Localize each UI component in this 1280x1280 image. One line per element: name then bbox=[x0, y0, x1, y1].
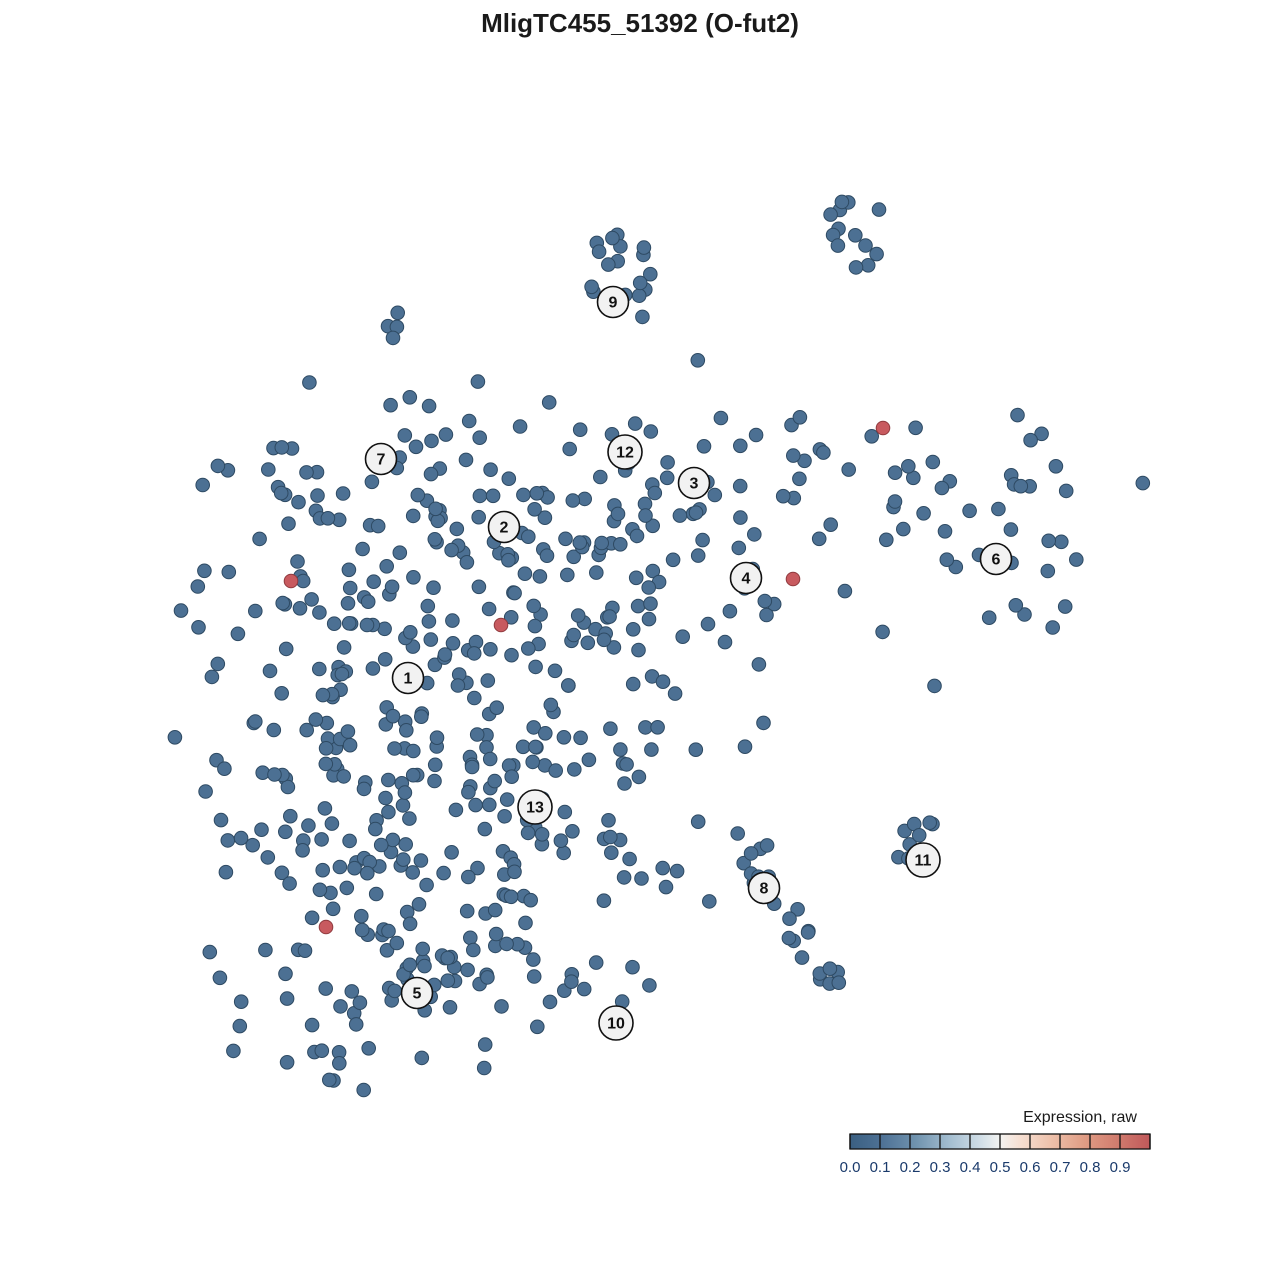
svg-text:9: 9 bbox=[609, 295, 618, 312]
svg-text:0.4: 0.4 bbox=[960, 1159, 981, 1176]
svg-text:7: 7 bbox=[377, 452, 386, 469]
svg-text:0.7: 0.7 bbox=[1050, 1159, 1071, 1176]
svg-text:5: 5 bbox=[413, 986, 422, 1003]
svg-text:0.5: 0.5 bbox=[990, 1159, 1011, 1176]
svg-text:3: 3 bbox=[690, 476, 699, 493]
svg-text:0.6: 0.6 bbox=[1020, 1159, 1041, 1176]
svg-text:4: 4 bbox=[742, 571, 751, 588]
svg-text:8: 8 bbox=[760, 881, 769, 898]
svg-text:Expression, raw: Expression, raw bbox=[1023, 1109, 1137, 1126]
svg-text:6: 6 bbox=[992, 552, 1001, 569]
svg-text:13: 13 bbox=[526, 800, 544, 817]
svg-text:0.8: 0.8 bbox=[1080, 1159, 1101, 1176]
svg-text:10: 10 bbox=[607, 1016, 625, 1033]
svg-text:0.1: 0.1 bbox=[870, 1159, 891, 1176]
svg-text:0.9: 0.9 bbox=[1110, 1159, 1131, 1176]
svg-text:1: 1 bbox=[404, 671, 413, 688]
svg-text:0.0: 0.0 bbox=[840, 1159, 861, 1176]
svg-text:0.3: 0.3 bbox=[930, 1159, 951, 1176]
svg-text:11: 11 bbox=[915, 853, 932, 870]
svg-text:12: 12 bbox=[616, 445, 634, 462]
svg-text:0.2: 0.2 bbox=[900, 1159, 921, 1176]
svg-text:2: 2 bbox=[500, 520, 509, 537]
